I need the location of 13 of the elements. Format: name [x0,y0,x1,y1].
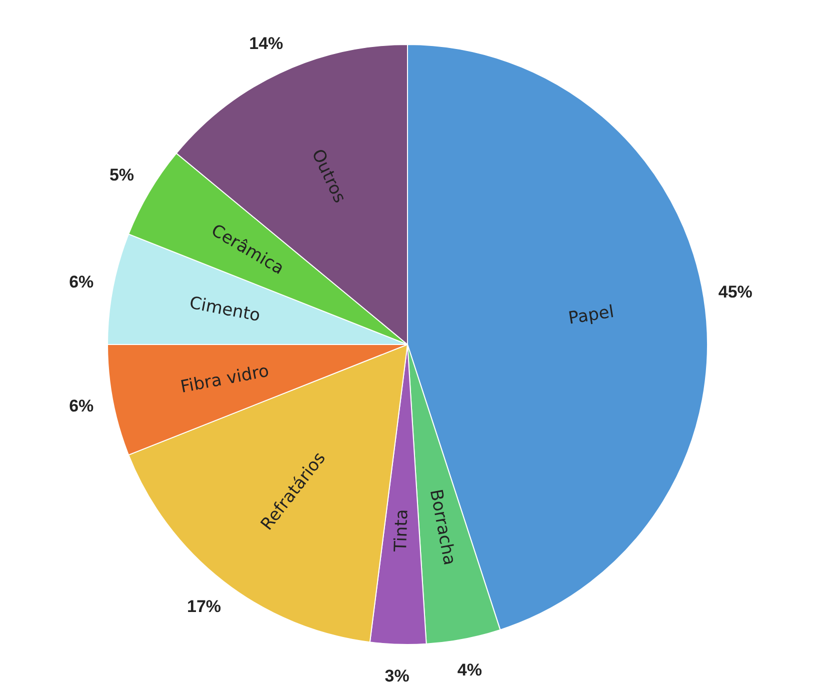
data-label: 4% [457,660,482,680]
data-label: 6% [69,272,94,292]
data-label: 5% [109,166,134,184]
slice-label: Fibra vidro [178,361,271,398]
data-label: 17% [187,596,222,616]
slice-label: Tinta [390,508,412,553]
slice-label: Borracha [425,488,460,567]
data-label: 14% [249,34,284,54]
data-label: 3% [384,666,410,686]
data-label: 45% [718,282,752,302]
data-label: 6% [69,396,94,416]
slice-label: Papel [566,302,616,329]
slice-label: Cimento [188,293,262,326]
